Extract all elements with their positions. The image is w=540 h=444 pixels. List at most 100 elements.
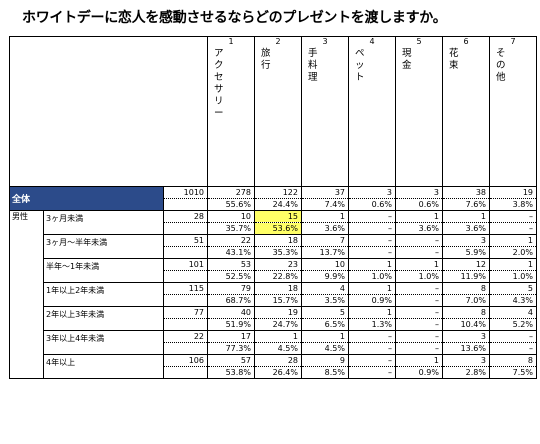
count-spacer xyxy=(163,366,208,379)
row-pct: 77.3% 4.5% 4.5% – –13.6% – xyxy=(10,342,537,355)
freq-cell: 38 xyxy=(442,186,490,199)
freq-cell: – xyxy=(348,210,396,223)
freq-cell: 1 xyxy=(395,210,443,223)
row-freq: 半年～1年未満 101 53 23 10 1 1 12 1 xyxy=(10,258,537,283)
freq-cell: 122 xyxy=(254,186,302,199)
pct-cell: 1.0% xyxy=(489,270,537,283)
column-header: 手料理 xyxy=(301,46,349,187)
freq-cell: 1 xyxy=(348,282,396,295)
freq-cell: 1 xyxy=(489,258,537,271)
count-spacer xyxy=(163,294,208,307)
pct-cell: 68.7% xyxy=(207,294,255,307)
pct-cell: 1.0% xyxy=(348,270,396,283)
freq-cell: 53 xyxy=(207,258,255,271)
row-pct: 35.7% 53.6% 3.6% –3.6% 3.6% – xyxy=(10,222,537,235)
pct-cell: – xyxy=(348,366,396,379)
freq-cell: 4 xyxy=(301,282,349,295)
freq-cell: 12 xyxy=(442,258,490,271)
row-pct: 51.9% 24.7% 6.5% 1.3% –10.4% 5.2% xyxy=(10,318,537,331)
pct-cell: 0.6% xyxy=(395,198,443,211)
pct-cell: 11.9% xyxy=(442,270,490,283)
freq-cell: 3 xyxy=(442,330,490,343)
pct-cell: 7.5% xyxy=(489,366,537,379)
row-pct: 43.1% 35.3% 13.7% – –5.9% 2.0% xyxy=(10,246,537,259)
total-pct-row: 55.6% 24.4% 7.4% 0.6% 0.6% 7.6% 3.8% xyxy=(10,198,537,211)
freq-cell: 40 xyxy=(207,306,255,319)
freq-cell: 10 xyxy=(301,258,349,271)
column-number: 5 xyxy=(395,36,443,46)
column-number: 2 xyxy=(254,36,302,46)
pct-cell: – xyxy=(395,342,443,355)
header-corner xyxy=(9,36,208,187)
total-freq-row: 全体 1010 278 122 37 3 3 38 19 xyxy=(9,186,537,211)
pct-cell: 53.8% xyxy=(207,366,255,379)
freq-cell: 3 xyxy=(442,234,490,247)
freq-cell: 1 xyxy=(395,258,443,271)
crosstab-table: 1 2 3 4 5 6 7 アクセサリー 旅行 手料理 ペット 現金 花束 その他 全体 1010 278 122… xyxy=(9,36,537,379)
pct-cell: 7.4% xyxy=(301,198,349,211)
pct-cell: 3.8% xyxy=(489,198,537,211)
pct-cell: 10.4% xyxy=(442,318,490,331)
freq-cell: 1 xyxy=(301,210,349,223)
freq-cell: – xyxy=(395,282,443,295)
count-spacer xyxy=(163,270,208,283)
pct-cell: – xyxy=(348,342,396,355)
column-label: その他 xyxy=(496,48,506,83)
pct-cell: 51.9% xyxy=(207,318,255,331)
group-label: 男性 xyxy=(9,210,44,379)
column-number: 7 xyxy=(489,36,537,46)
pct-cell: 0.9% xyxy=(395,366,443,379)
row-count: 28 xyxy=(163,210,208,223)
freq-cell: 8 xyxy=(442,282,490,295)
freq-cell: 5 xyxy=(489,282,537,295)
pct-cell: 13.6% xyxy=(442,342,490,355)
pct-cell: 0.6% xyxy=(348,198,396,211)
count-spacer xyxy=(163,246,208,259)
pct-cell: – xyxy=(348,222,396,235)
column-number: 4 xyxy=(348,36,396,46)
freq-cell: 1 xyxy=(395,354,443,367)
pct-cell: 55.6% xyxy=(207,198,255,211)
row-label: 1年以上2年未満 xyxy=(43,282,164,307)
column-header: ペット xyxy=(348,46,396,187)
column-header: 旅行 xyxy=(254,46,302,187)
freq-cell: 1 xyxy=(442,210,490,223)
freq-cell: 5 xyxy=(301,306,349,319)
freq-cell: 278 xyxy=(207,186,255,199)
pct-cell: 3.5% xyxy=(301,294,349,307)
pct-cell: 5.2% xyxy=(489,318,537,331)
pct-cell: 7.0% xyxy=(442,294,490,307)
pct-cell: – xyxy=(348,246,396,259)
row-label: 半年～1年未満 xyxy=(43,258,164,283)
pct-cell: 0.9% xyxy=(348,294,396,307)
pct-cell: – xyxy=(489,342,537,355)
column-header: アクセサリー xyxy=(207,46,255,187)
row-pct: 53.8% 26.4% 8.5% –0.9% 2.8% 7.5% xyxy=(10,366,537,379)
row-label: 4年以上 xyxy=(43,354,164,379)
freq-cell: 1 xyxy=(489,234,537,247)
pct-cell: 2.8% xyxy=(442,366,490,379)
freq-cell: 1 xyxy=(254,330,302,343)
freq-cell: 1 xyxy=(348,258,396,271)
column-label: ペット xyxy=(355,48,365,83)
column-number: 3 xyxy=(301,36,349,46)
row-count: 101 xyxy=(163,258,208,271)
pct-cell: 4.3% xyxy=(489,294,537,307)
column-number: 1 xyxy=(207,36,255,46)
row-count: 51 xyxy=(163,234,208,247)
pct-cell: 3.6% xyxy=(442,222,490,235)
freq-cell: 79 xyxy=(207,282,255,295)
freq-cell: – xyxy=(348,354,396,367)
count-spacer xyxy=(163,198,208,211)
pct-cell: 4.5% xyxy=(254,342,302,355)
row-freq: 男性 3ヶ月未満 28 10 15 1–1 1– xyxy=(9,210,537,379)
freq-cell: 19 xyxy=(254,306,302,319)
freq-cell: 3 xyxy=(348,186,396,199)
pct-cell: – xyxy=(395,246,443,259)
row-freq: 1年以上2年未満 115 79 18 4 1–8 5 xyxy=(10,282,537,307)
row-label: 3ヶ月～半年未満 xyxy=(43,234,164,259)
row-count: 22 xyxy=(163,330,208,343)
freq-cell: – xyxy=(348,330,396,343)
freq-cell: 1 xyxy=(301,330,349,343)
